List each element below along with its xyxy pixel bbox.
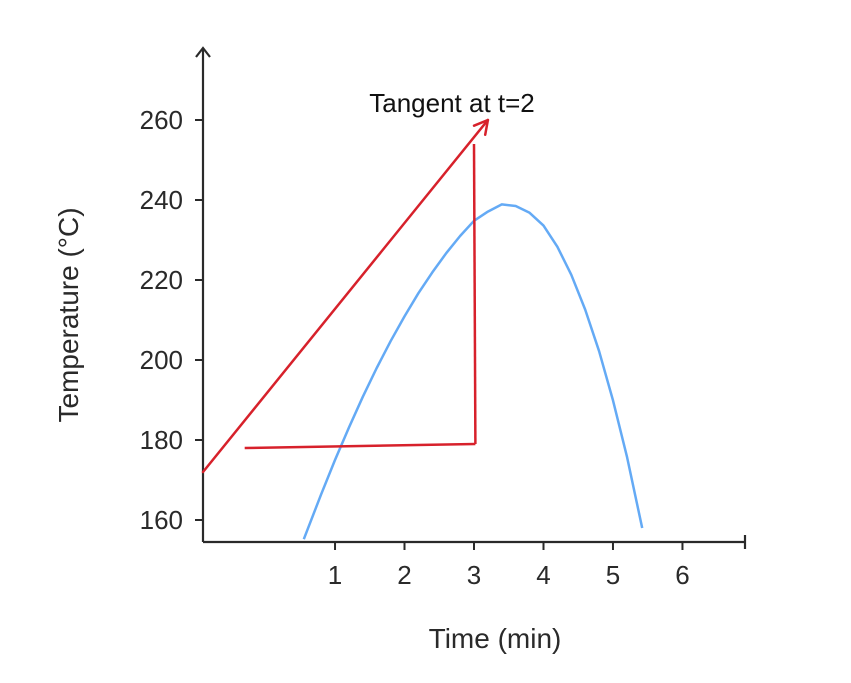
- y-tick-label: 220: [140, 265, 183, 295]
- x-tick-label: 4: [536, 560, 550, 590]
- x-tick-label: 1: [328, 560, 342, 590]
- annotation-label: Tangent at t=2: [369, 88, 535, 118]
- rise-line: [472, 143, 477, 445]
- y-tick-label: 200: [140, 345, 183, 375]
- tangent-arrowhead: [472, 118, 490, 137]
- y-axis-arrow: [195, 46, 211, 58]
- x-tick-label: 2: [397, 560, 411, 590]
- axes: 1 2 3 4 5 6 160 180 200 220 240 260: [140, 46, 747, 590]
- y-tick-label: 240: [140, 185, 183, 215]
- x-tick-label: 5: [606, 560, 620, 590]
- tangent-line: [201, 118, 490, 474]
- x-axis-label: Time (min): [429, 623, 562, 654]
- x-tick-label: 3: [467, 560, 481, 590]
- chart-marks: [201, 118, 644, 540]
- y-tick-label: 260: [140, 105, 183, 135]
- y-tick-label: 180: [140, 425, 183, 455]
- series-line: [302, 203, 644, 540]
- run-line: [244, 442, 476, 450]
- y-tick-label: 160: [140, 505, 183, 535]
- y-axis-label: Temperature (°C): [53, 207, 84, 422]
- x-tick-label: 6: [675, 560, 689, 590]
